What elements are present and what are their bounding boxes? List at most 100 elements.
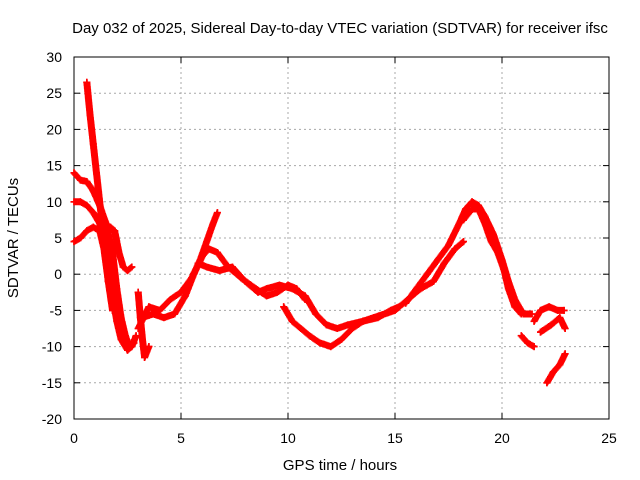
data-point [524, 339, 532, 347]
data-point [348, 325, 356, 332]
x-tick-label: 10 [280, 430, 296, 446]
data-point [494, 248, 502, 256]
y-tick-label: 5 [54, 230, 62, 246]
data-point [323, 321, 331, 329]
data-point [205, 245, 213, 253]
y-tick-label: 25 [46, 85, 62, 101]
x-axis-tick-labels: 0 5 10 15 20 25 [70, 430, 617, 446]
data-point [128, 343, 136, 351]
data-point [530, 317, 538, 325]
data-point [141, 353, 149, 361]
data-point [177, 288, 185, 296]
data-point [462, 205, 470, 213]
chart-title: Day 032 of 2025, Sidereal Day-to-day VTE… [72, 20, 608, 37]
data-point [434, 256, 442, 264]
data-point [228, 263, 236, 271]
data-point [209, 220, 217, 228]
data-point [547, 321, 555, 329]
x-tick-label: 20 [494, 430, 510, 446]
data-point [301, 292, 309, 300]
data-point [327, 343, 335, 351]
data-point [213, 209, 221, 217]
data-point [119, 263, 127, 271]
data-point [537, 306, 545, 314]
data-point [370, 314, 378, 322]
series-arc-4 [83, 78, 112, 285]
data-point [99, 227, 107, 235]
data-point [89, 209, 97, 217]
data-point [500, 267, 508, 275]
data-point [391, 306, 399, 314]
data-point [83, 78, 91, 86]
data-point [104, 277, 112, 285]
series-marks [460, 205, 525, 318]
data-point [138, 314, 146, 322]
data-point [459, 216, 467, 224]
data-point [543, 379, 551, 387]
data-point [528, 310, 536, 318]
data-point [86, 111, 94, 119]
data-point [76, 176, 84, 184]
data-point [288, 285, 296, 293]
y-axis-tick-labels: -20 -15 -10 -5 0 5 10 15 20 25 30 [42, 49, 62, 427]
y-tick-label: 30 [46, 49, 62, 65]
data-point [166, 296, 174, 304]
series-arc-15 [537, 314, 569, 336]
data-point [145, 343, 153, 351]
data-point [263, 292, 271, 300]
y-tick-label: -15 [42, 375, 62, 391]
data-point [134, 325, 142, 332]
data-point [561, 325, 569, 332]
data-point [194, 259, 202, 267]
series-arc-14 [530, 303, 568, 325]
data-point [545, 303, 553, 311]
data-point [89, 223, 97, 231]
data-point [111, 227, 119, 235]
data-point [333, 325, 341, 332]
x-axis-label: GPS time / hours [283, 457, 397, 474]
data-point [203, 263, 211, 271]
data-point [254, 288, 262, 296]
data-point [517, 332, 525, 340]
data-point [511, 303, 519, 311]
data-point [451, 245, 459, 253]
data-series [70, 78, 569, 387]
data-point [445, 241, 452, 249]
data-point [481, 220, 489, 228]
data-point [160, 314, 168, 322]
data-point [459, 238, 467, 246]
series-arc-10 [280, 238, 467, 351]
data-point [297, 325, 305, 332]
data-point [109, 306, 117, 314]
data-point [402, 299, 410, 307]
data-point [134, 288, 142, 296]
data-point [241, 277, 249, 285]
data-point [181, 292, 189, 300]
data-point [106, 223, 114, 231]
y-tick-label: 15 [46, 158, 62, 174]
data-point [549, 368, 557, 376]
data-point [359, 317, 367, 325]
data-point [113, 317, 121, 325]
data-point [455, 220, 463, 228]
data-point [70, 238, 78, 246]
data-point [263, 285, 271, 293]
data-point [109, 248, 117, 256]
data-point [412, 285, 420, 293]
data-point [316, 339, 324, 347]
data-point [213, 248, 221, 256]
data-point [115, 248, 123, 256]
data-point [124, 267, 131, 275]
data-point [305, 332, 313, 340]
data-point [76, 198, 84, 206]
y-tick-label: -10 [42, 339, 62, 355]
data-point [70, 198, 78, 206]
y-axis-label: SDTVAR / TECUs [5, 178, 22, 298]
data-point [561, 350, 569, 358]
data-point [468, 198, 476, 206]
y-tick-label: 10 [46, 194, 62, 210]
data-point [132, 332, 140, 340]
x-tick-label: 0 [70, 430, 78, 446]
data-point [89, 140, 97, 148]
series-arc-12 [459, 205, 525, 318]
